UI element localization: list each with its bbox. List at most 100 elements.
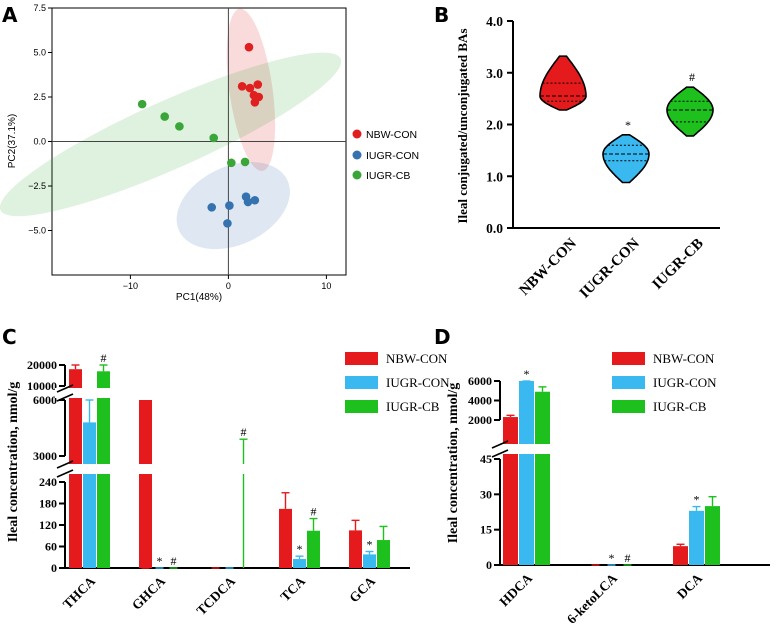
category-label-dca: DCA — [674, 570, 705, 601]
pca-x-tick-label: −10 — [123, 281, 138, 291]
pca-ellipses — [0, 8, 342, 250]
point-iugr-con-4 — [250, 195, 260, 205]
violin-y-tick-label: 1.0 — [486, 169, 503, 184]
point-iugr-con-1 — [225, 201, 234, 210]
significance-mark-tcdca-iugr-cb: # — [241, 425, 247, 439]
violin-iugr-con — [602, 134, 650, 184]
legend-label-nbw-con: NBW-CON — [366, 129, 417, 141]
legend-dot-nbw-con — [352, 129, 362, 139]
d-legend-swatch-iugr-cb — [612, 400, 645, 413]
bar-gca-iugr-con — [363, 554, 376, 568]
c-y-tick-label: 3000 — [33, 449, 57, 463]
significance-mark-gca-iugr-con: * — [367, 538, 373, 552]
point-iugr-cb-3 — [209, 133, 218, 143]
pca-y-tick-label: 0.0 — [33, 137, 46, 147]
bar-dca-iugr-con — [689, 510, 704, 565]
violin-significance-mark: * — [625, 118, 631, 132]
bar-hdca-iugr-cb — [535, 391, 550, 565]
c-y-tick-label: 10000 — [27, 379, 57, 393]
d-y-tick-label: 45 — [480, 452, 492, 466]
axis-break-slash — [491, 449, 509, 458]
significance-mark-tca-iugr-con: * — [297, 542, 303, 556]
legend-label-iugr-con: IUGR-CON — [366, 150, 419, 162]
c-legend-label-iugr-con: IUGR-CON — [386, 375, 450, 390]
axis-break-slash — [56, 460, 74, 469]
d-axis-breaks — [490, 440, 770, 458]
axis-break-slash — [56, 393, 74, 402]
significance-mark-hdca-iugr-con: * — [524, 367, 530, 381]
c-y-tick-label: 0 — [51, 561, 57, 575]
c-legend-label-iugr-cb: IUGR-CB — [386, 399, 440, 414]
point-nbw-con-2 — [245, 83, 255, 93]
c-legend: NBW-CON IUGR-CON IUGR-CB — [345, 351, 450, 414]
c-y-tick-label: 180 — [39, 497, 57, 511]
significance-mark-thca-iugr-cb: # — [101, 351, 107, 365]
point-iugr-cb-2 — [175, 122, 184, 131]
point-iugr-cb-1 — [160, 112, 169, 121]
pca-y-tick-label: 5.0 — [33, 48, 46, 58]
bar-tca-iugr-cb — [307, 530, 320, 568]
category-label-6-ketolca: 6-ketoLCA — [564, 570, 620, 626]
violins: *# — [539, 55, 714, 184]
d-bars: * * # * — [503, 367, 720, 566]
legend-dot-iugr-con — [352, 150, 362, 160]
d-y-tick-label: 2000 — [468, 413, 492, 427]
point-iugr-con-3 — [243, 197, 253, 207]
d-categories: HDCA 6-ketoLCA DCA — [496, 570, 705, 626]
axis-break-slash — [491, 440, 509, 449]
significance-mark-ghca-iugr-con: * — [157, 554, 163, 568]
d-legend-swatch-nbw-con — [612, 352, 645, 365]
significance-mark-6-ketolca-iugr-con: * — [609, 551, 615, 565]
violin-y-tick-label: 0.0 — [486, 221, 503, 236]
c-legend-swatch-iugr-con — [345, 376, 378, 389]
point-nbw-con-3 — [253, 80, 263, 89]
c-y-tick-label: 240 — [39, 475, 57, 489]
pca-x-ticks: −10 0 10 — [123, 275, 331, 291]
bar-tca-nbw-con — [279, 508, 292, 568]
pca-x-tick-label: 10 — [321, 281, 331, 291]
pca-scatter-panel: 7.5 5.0 2.5 0.0 −2.5 −5.0 −10 0 10 PC1(48%) PC2… — [0, 3, 419, 303]
violin-y-tick-label: 4.0 — [486, 14, 503, 29]
pca-x-label: PC1(48%) — [176, 292, 222, 303]
c-legend-label-nbw-con: NBW-CON — [386, 351, 448, 366]
d-y-tick-label: 6000 — [468, 374, 492, 388]
category-label-tca: TCA — [277, 573, 308, 604]
violin-y-tick-label: 3.0 — [486, 66, 503, 81]
axis-break-gap — [55, 464, 410, 474]
bar-hdca-nbw-con — [503, 417, 518, 565]
panel-label-a: A — [2, 3, 18, 27]
legend-dot-iugr-cb — [352, 170, 362, 180]
violin-y-label: Ileal conjugated/unconjugated BAs — [455, 28, 470, 223]
c-axis-breaks — [55, 384, 410, 478]
category-label-hdca: HDCA — [496, 570, 535, 609]
pca-points — [137, 42, 264, 228]
c-legend-swatch-iugr-cb — [345, 400, 378, 413]
bar-gca-nbw-con — [349, 530, 362, 568]
bar-dca-nbw-con — [673, 546, 688, 565]
axis-break-gap — [55, 388, 410, 398]
c-y-label: Ileal concentration, nmol/g — [6, 382, 21, 543]
pca-legend: NBW-CON IUGR-CON IUGR-CB — [352, 129, 419, 182]
axis-break-slash — [56, 469, 74, 478]
violin-significance-mark: # — [689, 70, 695, 84]
significance-mark-dca-iugr-con: * — [694, 493, 700, 507]
pca-y-tick-label: −5.0 — [28, 226, 46, 236]
ellipse-iugr-cb — [0, 52, 342, 217]
violin-category-iugr-cb: IUGR-CB — [650, 236, 707, 293]
bar-thca-iugr-con — [83, 422, 96, 568]
point-iugr-con-5 — [223, 219, 232, 228]
category-label-ghca: GHCA — [129, 573, 168, 612]
d-legend-label-nbw-con: NBW-CON — [653, 351, 715, 366]
d-y-ticks: 6000 4000 2000 45 30 15 0 — [468, 374, 770, 572]
pca-y-label: PC2(37.1%) — [7, 114, 18, 168]
axis-break-slash — [56, 384, 74, 393]
category-label-gca: GCA — [346, 573, 378, 605]
point-nbw-con-1 — [237, 82, 247, 91]
d-legend: NBW-CON IUGR-CON IUGR-CB — [612, 351, 717, 414]
point-iugr-cb-5 — [240, 157, 250, 167]
